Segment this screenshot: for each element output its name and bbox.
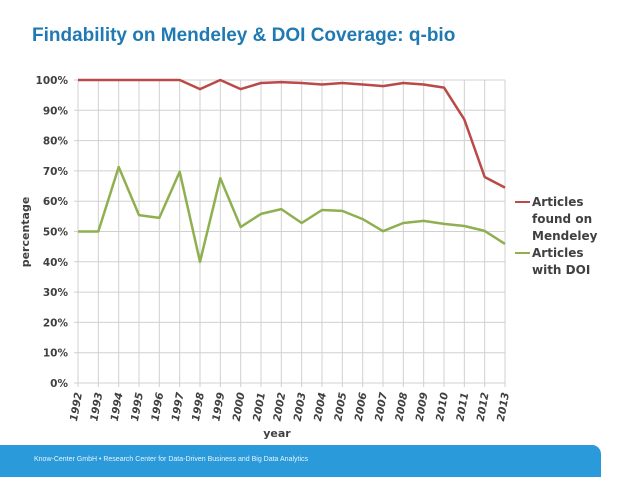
chart-legend: Articles found on Mendeley Articles with DOI bbox=[515, 195, 598, 277]
legend-label: found on bbox=[532, 212, 592, 226]
x-tick-label: 2013 bbox=[495, 391, 512, 422]
x-tick-label: 1995 bbox=[129, 391, 146, 422]
chart-grid bbox=[74, 79, 506, 387]
slide-title: Findability on Mendeley & DOI Coverage: … bbox=[32, 25, 456, 46]
y-tick-label: 0% bbox=[50, 378, 68, 390]
y-tick-label: 30% bbox=[43, 287, 69, 299]
x-axis-label: year bbox=[263, 427, 291, 440]
y-tick-label: 100% bbox=[36, 75, 69, 87]
y-axis-label: percentage bbox=[19, 197, 32, 268]
y-tick-label: 80% bbox=[43, 136, 69, 148]
x-tick-label: 2004 bbox=[312, 391, 329, 422]
y-tick-label: 40% bbox=[43, 257, 69, 269]
y-tick-label: 90% bbox=[43, 105, 69, 117]
series-line-mendeley bbox=[78, 78, 506, 189]
x-tick-label: 1998 bbox=[190, 391, 207, 422]
x-tick-label: 2008 bbox=[393, 391, 410, 422]
footer-bar: Know-Center GmbH • Research Center for D… bbox=[0, 445, 601, 477]
x-tick-label: 2002 bbox=[271, 391, 288, 422]
y-axis-ticks: 0% 10% 20% 30% 40% 50% 60% 70% 80% 90% 100% bbox=[36, 75, 69, 390]
series-line-doi bbox=[78, 165, 506, 264]
x-tick-label: 2009 bbox=[414, 391, 431, 422]
legend-label: Articles bbox=[532, 246, 584, 260]
x-tick-label: 2005 bbox=[332, 391, 349, 422]
x-tick-label: 2011 bbox=[454, 391, 471, 422]
legend-label: with DOI bbox=[532, 263, 590, 277]
x-tick-label: 2006 bbox=[353, 391, 370, 422]
x-tick-label: 1997 bbox=[170, 391, 187, 423]
x-tick-label: 2001 bbox=[251, 391, 268, 422]
footer-text: Know-Center GmbH • Research Center for D… bbox=[34, 456, 309, 463]
y-tick-label: 60% bbox=[43, 196, 69, 208]
x-tick-label: 1992 bbox=[68, 391, 85, 422]
line-chart: 0%10%20%30%40%50%60%70%80%90%100% 1992 19… bbox=[19, 75, 598, 440]
x-tick-label: 1999 bbox=[210, 391, 227, 422]
legend-label: Articles bbox=[532, 195, 584, 209]
y-tick-label: 50% bbox=[43, 227, 69, 239]
x-tick-label: 2007 bbox=[373, 391, 390, 423]
y-tick-label: 70% bbox=[43, 166, 69, 178]
y-tick-label: 20% bbox=[43, 317, 69, 329]
x-tick-label: 1993 bbox=[88, 391, 105, 422]
x-tick-label: 2003 bbox=[292, 391, 309, 422]
y-tick-label: 10% bbox=[43, 348, 69, 360]
chart-series bbox=[77, 78, 506, 264]
legend-label: Mendeley bbox=[532, 229, 598, 243]
x-tick-label: 2000 bbox=[231, 391, 248, 422]
x-tick-label: 2010 bbox=[434, 391, 451, 422]
x-axis-ticks: 1992 1993 1994 1995 1996 1997 1998 1999 2000 2001… bbox=[68, 391, 512, 423]
x-tick-label: 1994 bbox=[109, 391, 126, 422]
x-tick-label: 1996 bbox=[149, 391, 166, 422]
x-tick-label: 2012 bbox=[475, 391, 492, 422]
